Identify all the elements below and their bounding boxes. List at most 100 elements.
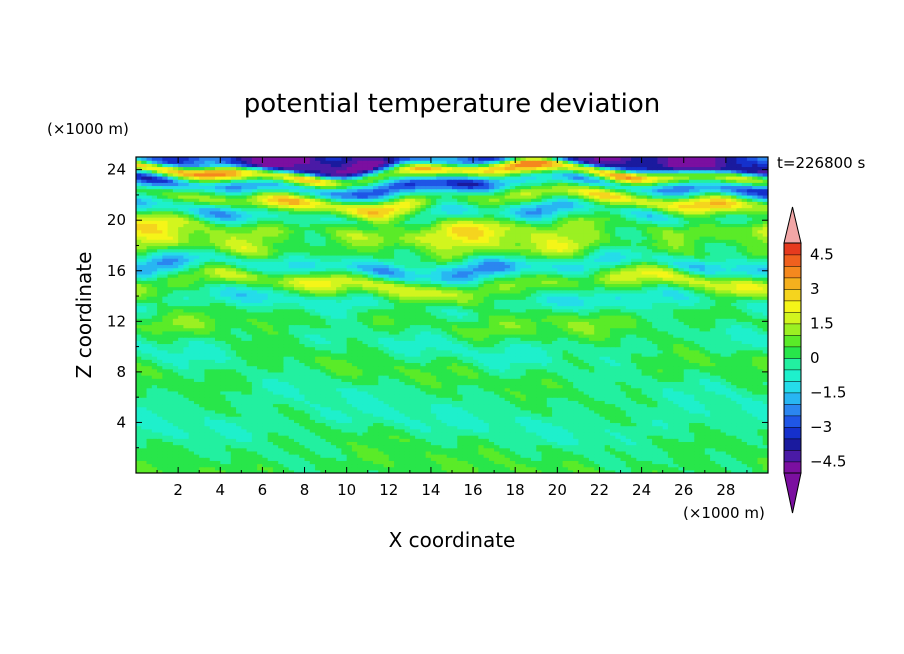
field-cell (241, 460, 248, 465)
field-cell (483, 454, 490, 458)
field-cell (230, 450, 237, 455)
field-cell (283, 403, 290, 408)
field-cell (652, 454, 658, 458)
field-cell (689, 431, 695, 436)
field-cell (199, 447, 206, 452)
field-cell (241, 441, 248, 446)
field-cell (283, 397, 290, 401)
field-cell (430, 397, 437, 401)
field-cell (667, 463, 674, 468)
field-cell (762, 435, 768, 439)
field-cell (594, 409, 601, 414)
field-cell (288, 447, 295, 452)
field-cell (588, 466, 595, 471)
field-cell (746, 416, 753, 420)
field-cell (157, 463, 163, 468)
field-cell (567, 435, 574, 439)
field-cell (594, 390, 601, 395)
field-cell (710, 428, 716, 433)
field-cell (178, 390, 184, 395)
field-cell (557, 438, 564, 442)
field-cell (267, 463, 274, 468)
field-cell (209, 431, 216, 436)
field-cell (362, 447, 369, 452)
field-cell (652, 469, 658, 473)
field-cell (251, 419, 258, 424)
field-cell (752, 441, 759, 446)
field-cell (304, 460, 311, 465)
field-cell (294, 454, 300, 458)
field-cell (241, 469, 248, 473)
field-cell (546, 394, 553, 398)
field-cell (536, 406, 543, 411)
field-cell (625, 394, 632, 398)
field-cell (420, 412, 427, 417)
field-cell (573, 400, 579, 405)
field-cell (420, 438, 427, 442)
field-cell (294, 444, 300, 449)
field-cell (615, 441, 622, 446)
field-cell (494, 447, 500, 452)
field-cell (494, 397, 500, 401)
field-cell (604, 469, 611, 473)
field-cell (167, 384, 174, 389)
field-cell (515, 466, 522, 471)
field-cell (567, 447, 574, 452)
field-cell (278, 463, 285, 468)
field-cell (715, 428, 722, 433)
field-cell (473, 394, 479, 398)
field-cell (188, 400, 195, 405)
field-cell (346, 469, 353, 473)
field-cell (183, 425, 190, 430)
field-cell (246, 387, 253, 392)
x-unit-label: (×1000 m) (683, 504, 765, 522)
field-cell (388, 403, 395, 408)
field-cell (193, 416, 200, 420)
field-cell (467, 441, 474, 446)
field-cell (531, 431, 537, 436)
field-cell (620, 406, 627, 411)
field-cell (615, 457, 622, 461)
field-cell (725, 447, 732, 452)
field-cell (346, 444, 353, 449)
field-cell (494, 412, 500, 417)
field-cell (351, 422, 358, 427)
field-cell (446, 387, 453, 392)
field-cell (304, 466, 311, 471)
field-cell (415, 387, 421, 392)
field-cell (473, 466, 479, 471)
field-cell (330, 390, 337, 395)
field-cell (294, 400, 300, 405)
field-cell (193, 469, 200, 473)
field-cell (357, 422, 364, 427)
field-cell (404, 412, 411, 417)
field-cell (752, 422, 759, 427)
field-cell (673, 394, 680, 398)
field-cell (436, 422, 443, 427)
field-cell (615, 422, 622, 427)
field-cell (736, 387, 743, 392)
field-cell (525, 406, 532, 411)
field-cell (330, 466, 337, 471)
field-cell (541, 441, 548, 446)
field-cell (388, 450, 395, 455)
field-cell (415, 447, 421, 452)
field-cell (209, 438, 216, 442)
field-cell (504, 425, 511, 430)
field-cell (636, 412, 643, 417)
field-cell (162, 422, 169, 427)
field-cell (536, 447, 543, 452)
field-cell (731, 412, 737, 417)
field-cell (267, 447, 274, 452)
field-cell (162, 416, 169, 420)
field-cell (378, 463, 385, 468)
field-cell (562, 397, 569, 401)
field-cell (351, 454, 358, 458)
field-cell (446, 425, 453, 430)
field-cell (646, 409, 653, 414)
field-cell (346, 412, 353, 417)
field-cell (299, 457, 306, 461)
field-cell (752, 454, 759, 458)
field-cell (320, 409, 327, 414)
field-cell (620, 457, 627, 461)
